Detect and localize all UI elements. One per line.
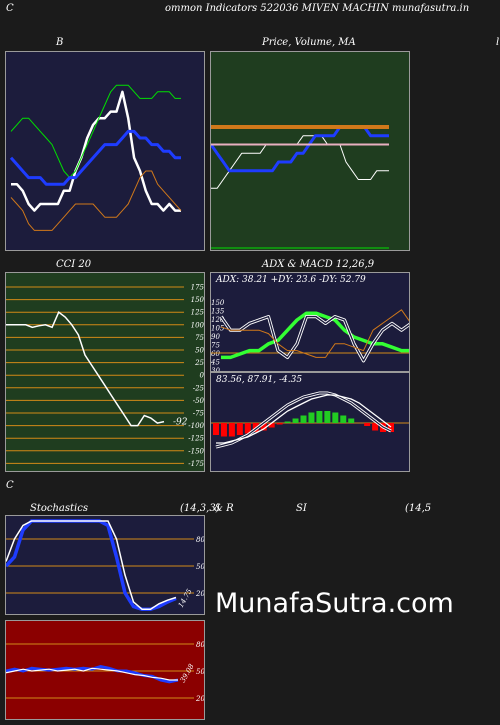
stochastics-panel: 80 50 20 14.75 [5, 515, 205, 615]
rsi-tick-label: 20 [195, 695, 205, 703]
stochastics-series-blue [6, 519, 177, 611]
rsi-tick-label: 80 [196, 641, 205, 649]
cci-tick-label: -100 [188, 422, 204, 430]
stochastics-series-white [6, 520, 177, 610]
rsi-panel: 80 50 20 39.08 [5, 620, 205, 720]
price-series-white [211, 135, 389, 189]
stochastics-title: Stochastics [30, 503, 88, 514]
price-chart [211, 125, 389, 249]
adx-tick-label: 45 [211, 359, 220, 367]
macd-chart [211, 391, 409, 449]
macd-histogram-bar [268, 423, 275, 428]
cci-tick-label: 0 [200, 372, 205, 380]
header-left-letter: C [6, 3, 14, 14]
stochastics-tick-label: 20 [195, 590, 205, 598]
rsi-params-right: (14,5 [405, 503, 432, 514]
cci-title: CCI 20 [56, 259, 92, 270]
cci-tick-label: -25 [193, 384, 205, 392]
adx-macd-title: ADX & MACD 12,26,9 [262, 259, 375, 270]
cci-tick-label: 50 [195, 347, 204, 355]
adx-tick-label: 60 [211, 350, 220, 358]
macd-panel: 83.56, 87.91, -4.35 [210, 372, 410, 472]
adx-chart: 150135120105907560453015 [211, 299, 409, 372]
edge-letter: l [496, 37, 500, 48]
adx-tick-label: 150 [211, 299, 225, 307]
cci-panel: 175 150 125 100 75 50 25 0 -25 -50 -75 -100 -125 -150… [5, 272, 205, 472]
adx-tick-label: 120 [211, 316, 225, 324]
stochastics-tick-label: 80 [196, 536, 205, 544]
rsi-last-value: 39.08 [179, 662, 196, 684]
adx-panel: 150135120105907560453015 ADX: 38.21 +DY:… [210, 272, 410, 372]
bollinger-series-blue [9, 129, 181, 186]
cci-tick-label: 125 [191, 309, 205, 317]
adx-tick-label: 30 [211, 367, 220, 372]
bollinger-title: B [56, 37, 64, 48]
stochastics-tick-label: 50 [196, 563, 205, 571]
macd-histogram-bar [388, 423, 394, 432]
cci-tick-label: -150 [188, 447, 204, 455]
macd-histogram-bar [300, 415, 307, 423]
macd-histogram-bar [244, 423, 251, 434]
price-panel [210, 51, 410, 251]
header-title: ommon Indicators 522036 MIVEN MACHIN mun… [165, 3, 470, 14]
cci-chart: 175 150 125 100 75 50 25 0 -25 -50 -75 -100 -125 -150… [6, 284, 205, 468]
macd-histogram-bar [276, 423, 283, 425]
bollinger-chart [9, 84, 182, 231]
cci-last-value: -92 [173, 418, 188, 428]
price-series-blue [211, 125, 389, 173]
macd-histogram-bar [228, 423, 235, 437]
stochastics-last-value: 14.75 [177, 587, 194, 609]
cci-tick-label: 175 [191, 284, 205, 292]
watermark: MunafaSutra.com [215, 588, 454, 619]
cci-tick-label: 100 [191, 321, 205, 329]
rsi-params-left: & R [214, 503, 234, 514]
bollinger-series-orange [10, 170, 182, 231]
macd-histogram-bar [284, 421, 291, 423]
cci-tick-label: -125 [188, 435, 204, 443]
macd-histogram-bar [308, 412, 315, 423]
cci-tick-label: -75 [193, 410, 205, 418]
stochastics-params: (14,3,3) [180, 503, 220, 514]
rsi-series-white [6, 667, 178, 681]
adx-tick-label: 75 [211, 342, 220, 350]
macd-histogram-bar [340, 415, 347, 423]
macd-histogram-bar [372, 423, 379, 431]
adx-series--DY [220, 309, 409, 358]
bollinger-series-green [10, 84, 181, 179]
macd-histogram-bar [260, 423, 267, 431]
macd-line [215, 392, 392, 448]
macd-histogram-bar [364, 423, 371, 426]
macd-histogram-bar [348, 418, 355, 423]
adx-series-+DY-inner [220, 315, 409, 362]
rsi-tick-label: 50 [196, 668, 205, 676]
adx-tick-label: 90 [211, 333, 220, 341]
price-title: Price, Volume, MA [262, 37, 356, 48]
adx-tick-label: 105 [211, 325, 225, 333]
rsi-title-si: SI [296, 503, 307, 514]
adx-tick-label: 135 [211, 308, 225, 316]
row3-left-letter: C [6, 480, 14, 491]
cci-tick-label: -50 [193, 397, 205, 405]
macd-histogram-bar [292, 418, 299, 423]
cci-tick-label: -175 [188, 460, 204, 468]
cci-series [6, 311, 165, 427]
bollinger-panel [5, 51, 205, 251]
macd-histogram-bar [220, 423, 227, 437]
macd-histogram-bar [213, 423, 219, 435]
macd-values: 83.56, 87.91, -4.35 [216, 375, 303, 385]
adx-values: ADX: 38.21 +DY: 23.6 -DY: 52.79 [216, 275, 366, 285]
adx-series-ADX [221, 311, 409, 360]
macd-histogram-bar [332, 412, 339, 423]
macd-histogram-bar [316, 411, 323, 423]
cci-tick-label: 150 [191, 296, 205, 304]
cci-tick-label: 75 [195, 334, 204, 342]
cci-tick-label: 25 [194, 359, 204, 367]
rsi-chart: 80 50 20 39.08 [6, 641, 205, 703]
bollinger-series-white [11, 90, 181, 212]
macd-histogram-bar [236, 423, 243, 435]
macd-histogram-bar [324, 411, 331, 423]
macd-signal-line [216, 394, 392, 444]
